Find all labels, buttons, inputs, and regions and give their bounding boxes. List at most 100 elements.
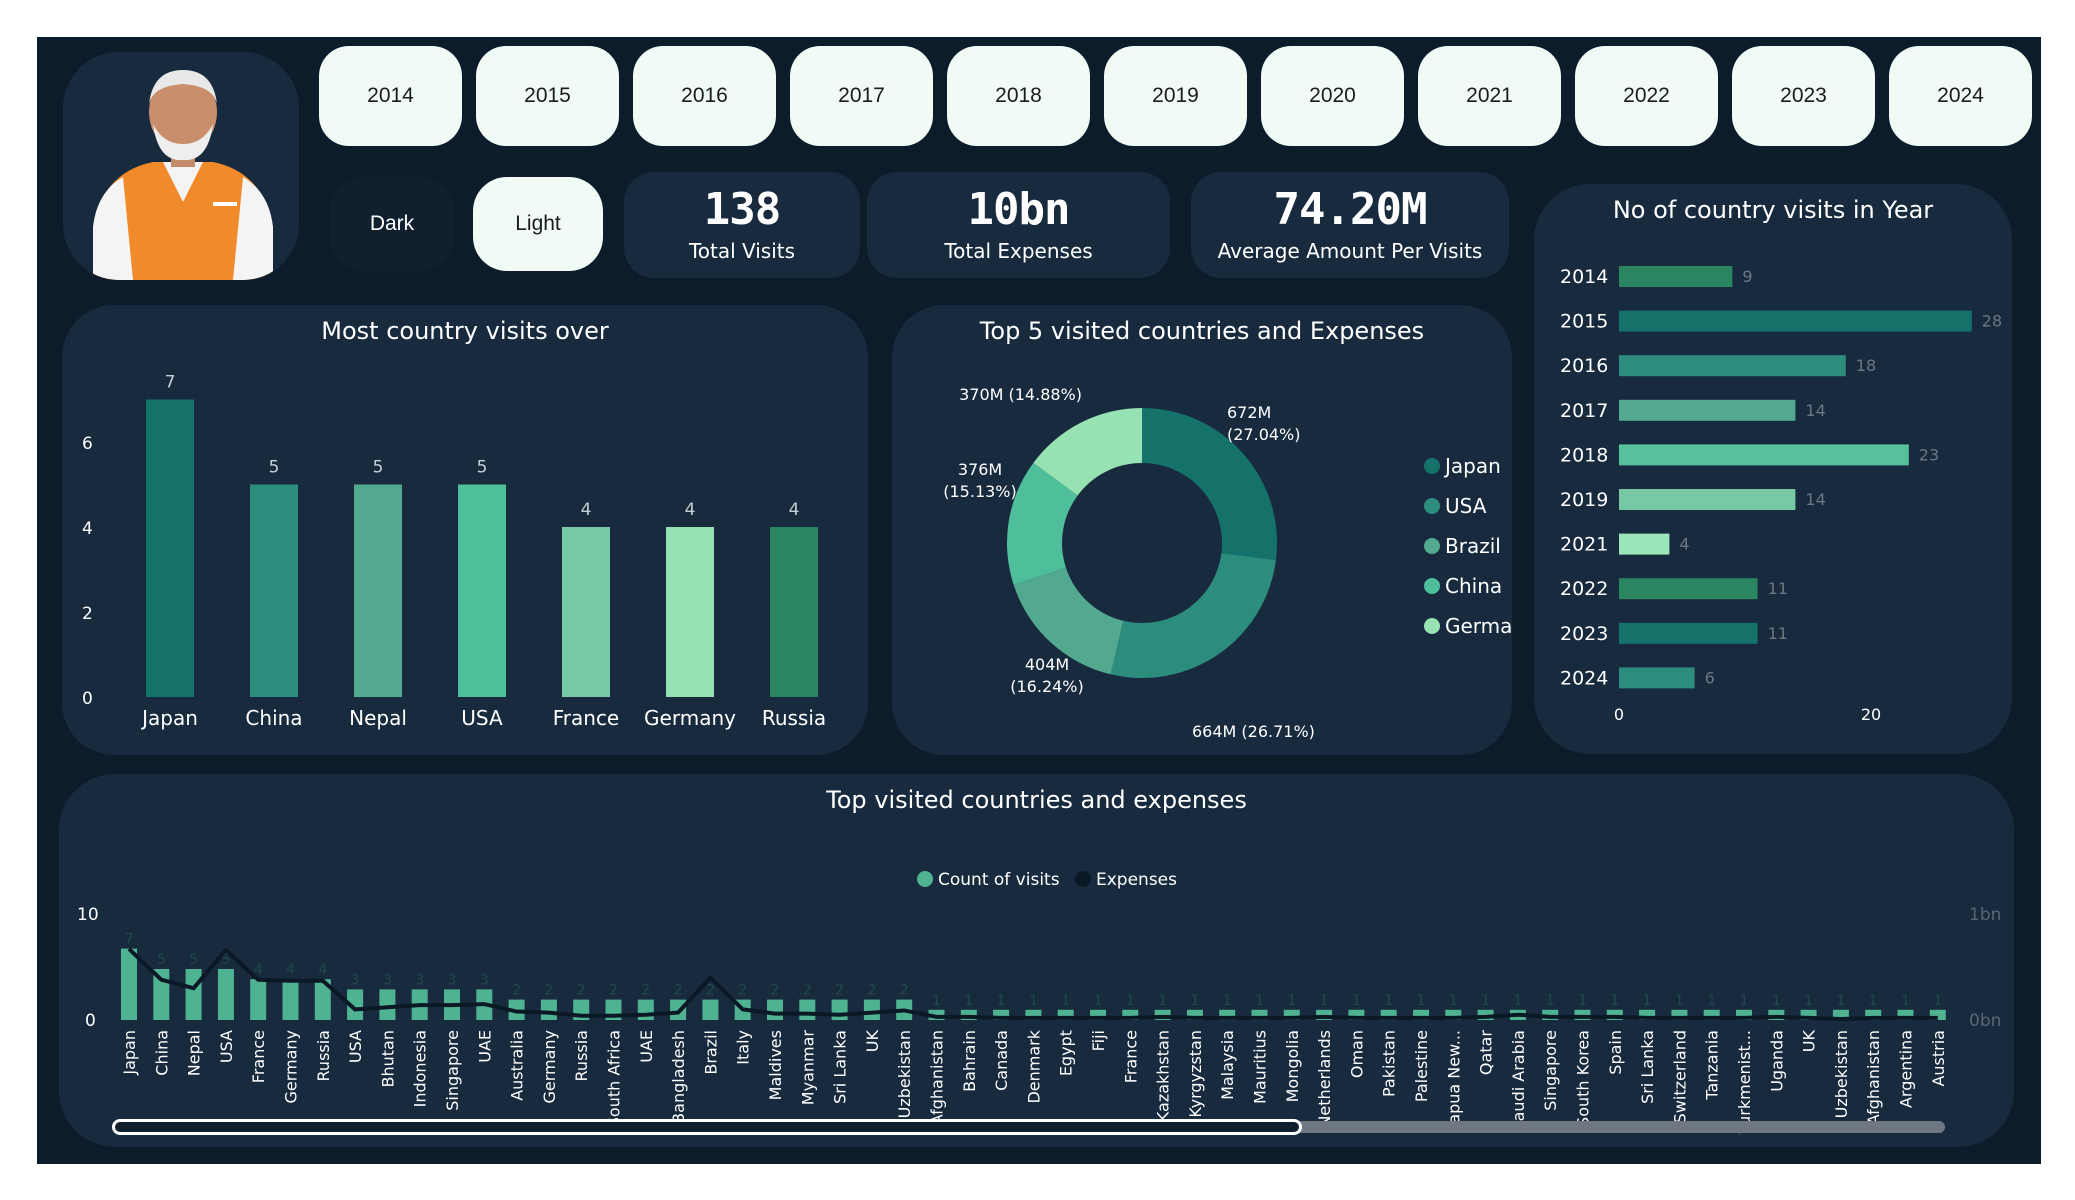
legend-marker (1424, 538, 1440, 554)
expenses-line (127, 947, 1938, 1021)
x-category-label: Tanzania (1703, 1030, 1722, 1101)
x-category-label: Bhutan (378, 1030, 397, 1087)
bar-value-label: 5 (373, 458, 384, 478)
x-category-label: Nepal (349, 706, 407, 730)
x-category-label: Brazil (701, 1030, 720, 1075)
x-category-label: Mauritius (1251, 1030, 1270, 1104)
light-theme-button[interactable]: Light (473, 177, 603, 271)
bar-germany (666, 527, 714, 697)
year-button-2022[interactable]: 2022 (1575, 46, 1718, 146)
visits-per-year-chart: 2014 9 2015 28 2016 18 2017 14 2018 23 2019 14 2021 4… (1560, 266, 2002, 724)
bar-country (314, 979, 331, 1020)
y-category-label: 2019 (1560, 489, 1608, 511)
bar-value-label: 1 (1223, 993, 1232, 1009)
x-category-label: Indonesia (411, 1030, 430, 1107)
year-button-2018[interactable]: 2018 (947, 46, 1090, 146)
y-category-label: 2016 (1560, 355, 1608, 377)
most-visited-chart: 0 2 4 6 7 Japan 5 China 5 Nepal 5 USA 4 France 4 German… (82, 373, 826, 731)
bar-value-label: 11 (1768, 579, 1788, 598)
x-category-label: USA (461, 706, 503, 730)
bar-country (1897, 1009, 1914, 1020)
bar-value-label: 9 (1742, 267, 1752, 286)
bar-value-label: 4 (685, 500, 696, 520)
bar-china (250, 484, 298, 697)
kpi-average-amount: 74.20M Average Amount Per Visits (1191, 172, 1509, 278)
bar-country (347, 989, 364, 1020)
year-button-2021[interactable]: 2021 (1418, 46, 1561, 146)
dark-theme-button[interactable]: Dark (329, 177, 455, 271)
x-category-label: Papua New... (1444, 1030, 1463, 1133)
bar-value-label: 3 (415, 972, 424, 988)
x-category-label: Uganda (1767, 1030, 1786, 1092)
x-category-label: Russia (762, 706, 826, 730)
bar-value-label: 23 (1919, 445, 1939, 464)
x-category-label: Canada (992, 1030, 1011, 1091)
visits-per-year-title: No of country visits in Year (1612, 196, 1934, 224)
bar-value-label: 6 (1705, 668, 1715, 687)
top5-expenses-title: Top 5 visited countries and Expenses (979, 317, 1425, 345)
bar-value-label: 1 (1190, 993, 1199, 1009)
donut-value-label: 370M (14.88%) (959, 385, 1082, 404)
x-category-label: Singapore (443, 1030, 462, 1111)
year-button-2014[interactable]: 2014 (319, 46, 462, 146)
donut-slice-usa (1110, 553, 1276, 678)
bar-country (1736, 1009, 1752, 1020)
legend-marker (1424, 578, 1440, 594)
bar-value-label: 2 (867, 983, 876, 999)
bar-value-label: 4 (286, 962, 295, 978)
right-axis-tick: 1bn (1969, 905, 2001, 925)
x-category-label: Turkmenist... (1735, 1030, 1754, 1134)
bar-value-label: 3 (480, 972, 489, 988)
bar-value-label: 5 (477, 458, 488, 478)
bar-country (1025, 1009, 1042, 1020)
bar-country (637, 999, 654, 1020)
y-category-label: 2015 (1560, 311, 1608, 333)
bar-country (799, 999, 816, 1020)
chart-scrollbar-thumb[interactable] (112, 1119, 1302, 1135)
bar-country (1832, 1009, 1849, 1020)
x-category-label: Sri Lanka (1638, 1030, 1657, 1104)
year-button-2024[interactable]: 2024 (1889, 46, 2032, 146)
x-category-label: UAE (475, 1030, 494, 1063)
x-category-label: Germany (644, 706, 736, 730)
legend-label: Brazil (1445, 534, 1501, 558)
bar-value-label: 4 (1679, 535, 1689, 554)
bar-country (1639, 1009, 1656, 1020)
bar-value-label: 1 (1029, 993, 1038, 1009)
person-portrait-icon (63, 52, 299, 280)
bar-value-label: 1 (1772, 993, 1781, 1009)
bar-value-label: 1 (1061, 993, 1070, 1009)
year-button-2016[interactable]: 2016 (633, 46, 776, 146)
bar-value-label: 1 (932, 993, 941, 1009)
bar-france (562, 527, 610, 697)
legend-label: USA (1445, 494, 1487, 518)
bar-value-label: 1 (1481, 993, 1490, 1009)
x-category-label: Singapore (1541, 1030, 1560, 1111)
bar-year-2014 (1619, 266, 1733, 287)
year-button-2017[interactable]: 2017 (790, 46, 933, 146)
bar-country (767, 999, 783, 1020)
year-button-2020[interactable]: 2020 (1261, 46, 1404, 146)
x-category-label: Switzerland (1670, 1030, 1689, 1123)
year-button-2019[interactable]: 2019 (1104, 46, 1247, 146)
bar-value-label: 7 (125, 932, 134, 948)
year-button-2023[interactable]: 2023 (1732, 46, 1875, 146)
x-category-label: Oman (1347, 1030, 1366, 1078)
donut-value-label: 672M (27.04%) (1227, 403, 1301, 444)
bar-value-label: 2 (641, 983, 650, 999)
bar-value-label: 1 (1384, 993, 1393, 1009)
legend-marker (1424, 458, 1440, 474)
y-tick-label: 2 (82, 604, 93, 624)
left-axis-tick: 10 (77, 905, 99, 925)
bar-country (1671, 1009, 1688, 1020)
bar-value-label: 1 (1643, 993, 1652, 1009)
bar-value-label: 1 (1255, 993, 1264, 1009)
bar-country (1348, 1009, 1365, 1020)
x-category-label: Japan (140, 706, 198, 730)
year-button-2015[interactable]: 2015 (476, 46, 619, 146)
bar-year-2024 (1619, 667, 1695, 689)
donut-slice-brazil (1013, 567, 1124, 675)
bar-country (1122, 1009, 1139, 1020)
x-category-label: South Africa (605, 1030, 624, 1127)
x-category-label: Denmark (1024, 1029, 1043, 1103)
